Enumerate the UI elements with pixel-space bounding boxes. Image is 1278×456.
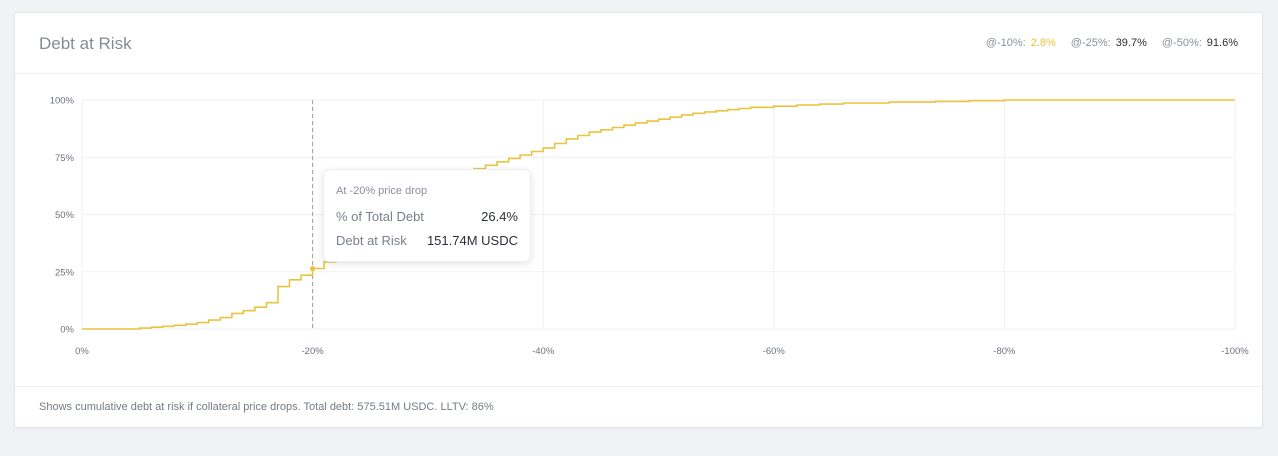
stat-label: @-25%: [1070, 37, 1111, 49]
data-point [196, 322, 198, 324]
data-point [692, 112, 694, 114]
data-point [81, 328, 83, 330]
card-title: Debt at Risk [39, 34, 132, 53]
debt-at-risk-card: Debt at Risk @-10%: 2.8% @-25%: 39.7% @-50… [14, 12, 1263, 428]
stat-value: 2.8% [1030, 37, 1056, 49]
tooltip-title: At -20% price drop [336, 185, 428, 197]
x-tick-label: -40% [532, 346, 555, 357]
data-point [623, 124, 625, 126]
tooltip-label: % of Total Debt [336, 209, 424, 224]
debt-at-risk-chart[interactable]: 100% 75% 50% 25% 0%0% -20% -40% -60% -80% -100% [15, 74, 1262, 385]
footer-note: Shows cumulative debt at risk if collate… [39, 401, 494, 413]
hover-point [310, 265, 316, 272]
stat-label: @-50%: [1161, 37, 1202, 49]
stat-label: @-10%: [985, 37, 1026, 49]
stat-50: @-50%: 91.6% [1162, 37, 1238, 49]
data-point [969, 100, 971, 102]
data-point [646, 120, 648, 122]
data-point [289, 279, 291, 281]
x-tick-label: -100% [1221, 346, 1249, 357]
data-point [542, 147, 544, 149]
data-point [588, 131, 590, 133]
data-point [185, 323, 187, 325]
data-point [208, 319, 210, 321]
data-point [727, 109, 729, 111]
data-point [738, 107, 740, 109]
data-point [934, 100, 936, 102]
tooltip-row-percent: % of Total Debt 26.4% [336, 209, 518, 224]
stat-25: @-25%: 39.7% [1071, 37, 1147, 49]
data-point [634, 122, 636, 124]
data-point [219, 317, 221, 319]
threshold-stats: @-10%: 2.8% @-25%: 39.7% @-50%: 91.6% [986, 37, 1238, 49]
x-tick-label: -20% [302, 346, 325, 357]
data-point [496, 161, 498, 163]
y-tick-label: 100% [50, 96, 75, 107]
data-point [531, 151, 533, 153]
y-tick-label: 50% [55, 210, 75, 221]
data-point [485, 164, 487, 166]
data-point [508, 157, 510, 159]
chart-tooltip: At -20% price drop % of Total Debt 26.4%… [323, 169, 531, 262]
data-point [265, 302, 267, 304]
data-point [681, 114, 683, 116]
data-point [519, 154, 521, 156]
data-point [600, 129, 602, 131]
data-point [773, 105, 775, 107]
data-point [254, 306, 256, 308]
data-point [231, 312, 233, 314]
tooltip-row-debt: Debt at Risk 151.74M USDC [336, 233, 518, 248]
data-point [1119, 99, 1121, 101]
data-point [888, 101, 890, 103]
stat-value: 91.6% [1206, 37, 1238, 49]
card-header: Debt at Risk @-10%: 2.8% @-25%: 39.7% @-50… [15, 13, 1262, 74]
data-point [715, 110, 717, 112]
data-point [577, 134, 579, 136]
chart-area[interactable]: 100% 75% 50% 25% 0% 0% -20% -40% -60% -80% -100% A… [15, 74, 1262, 385]
data-point [819, 103, 821, 105]
data-point [150, 326, 152, 328]
data-point [554, 143, 556, 145]
data-point [658, 118, 660, 120]
data-point [750, 106, 752, 108]
x-tick-label: -80% [993, 346, 1016, 357]
data-point [242, 310, 244, 312]
data-point [162, 325, 164, 327]
data-point [173, 324, 175, 326]
x-tick-label: 0% [75, 346, 89, 357]
tooltip-label: Debt at Risk [336, 233, 407, 248]
card-footer: Shows cumulative debt at risk if collate… [15, 386, 1262, 427]
data-point [842, 102, 844, 104]
data-point [1003, 99, 1005, 101]
stat-10: @-10%: 2.8% [986, 37, 1056, 49]
debt-at-risk-series-line [82, 99, 1235, 330]
tooltip-value: 151.74M USDC [426, 233, 518, 248]
y-tick-label: 0% [60, 325, 74, 336]
y-tick-label: 25% [55, 267, 75, 278]
data-point [565, 138, 567, 140]
data-point [704, 111, 706, 113]
data-point [796, 104, 798, 106]
y-tick-label: 75% [55, 153, 75, 164]
x-tick-label: -60% [763, 346, 786, 357]
stat-value: 39.7% [1115, 37, 1147, 49]
data-point [323, 261, 325, 263]
data-point [669, 116, 671, 118]
data-point [1234, 99, 1236, 101]
data-point [300, 274, 302, 276]
data-point [277, 286, 279, 288]
data-point [139, 327, 141, 329]
data-point [611, 126, 613, 128]
tooltip-value: 26.4% [481, 209, 518, 224]
